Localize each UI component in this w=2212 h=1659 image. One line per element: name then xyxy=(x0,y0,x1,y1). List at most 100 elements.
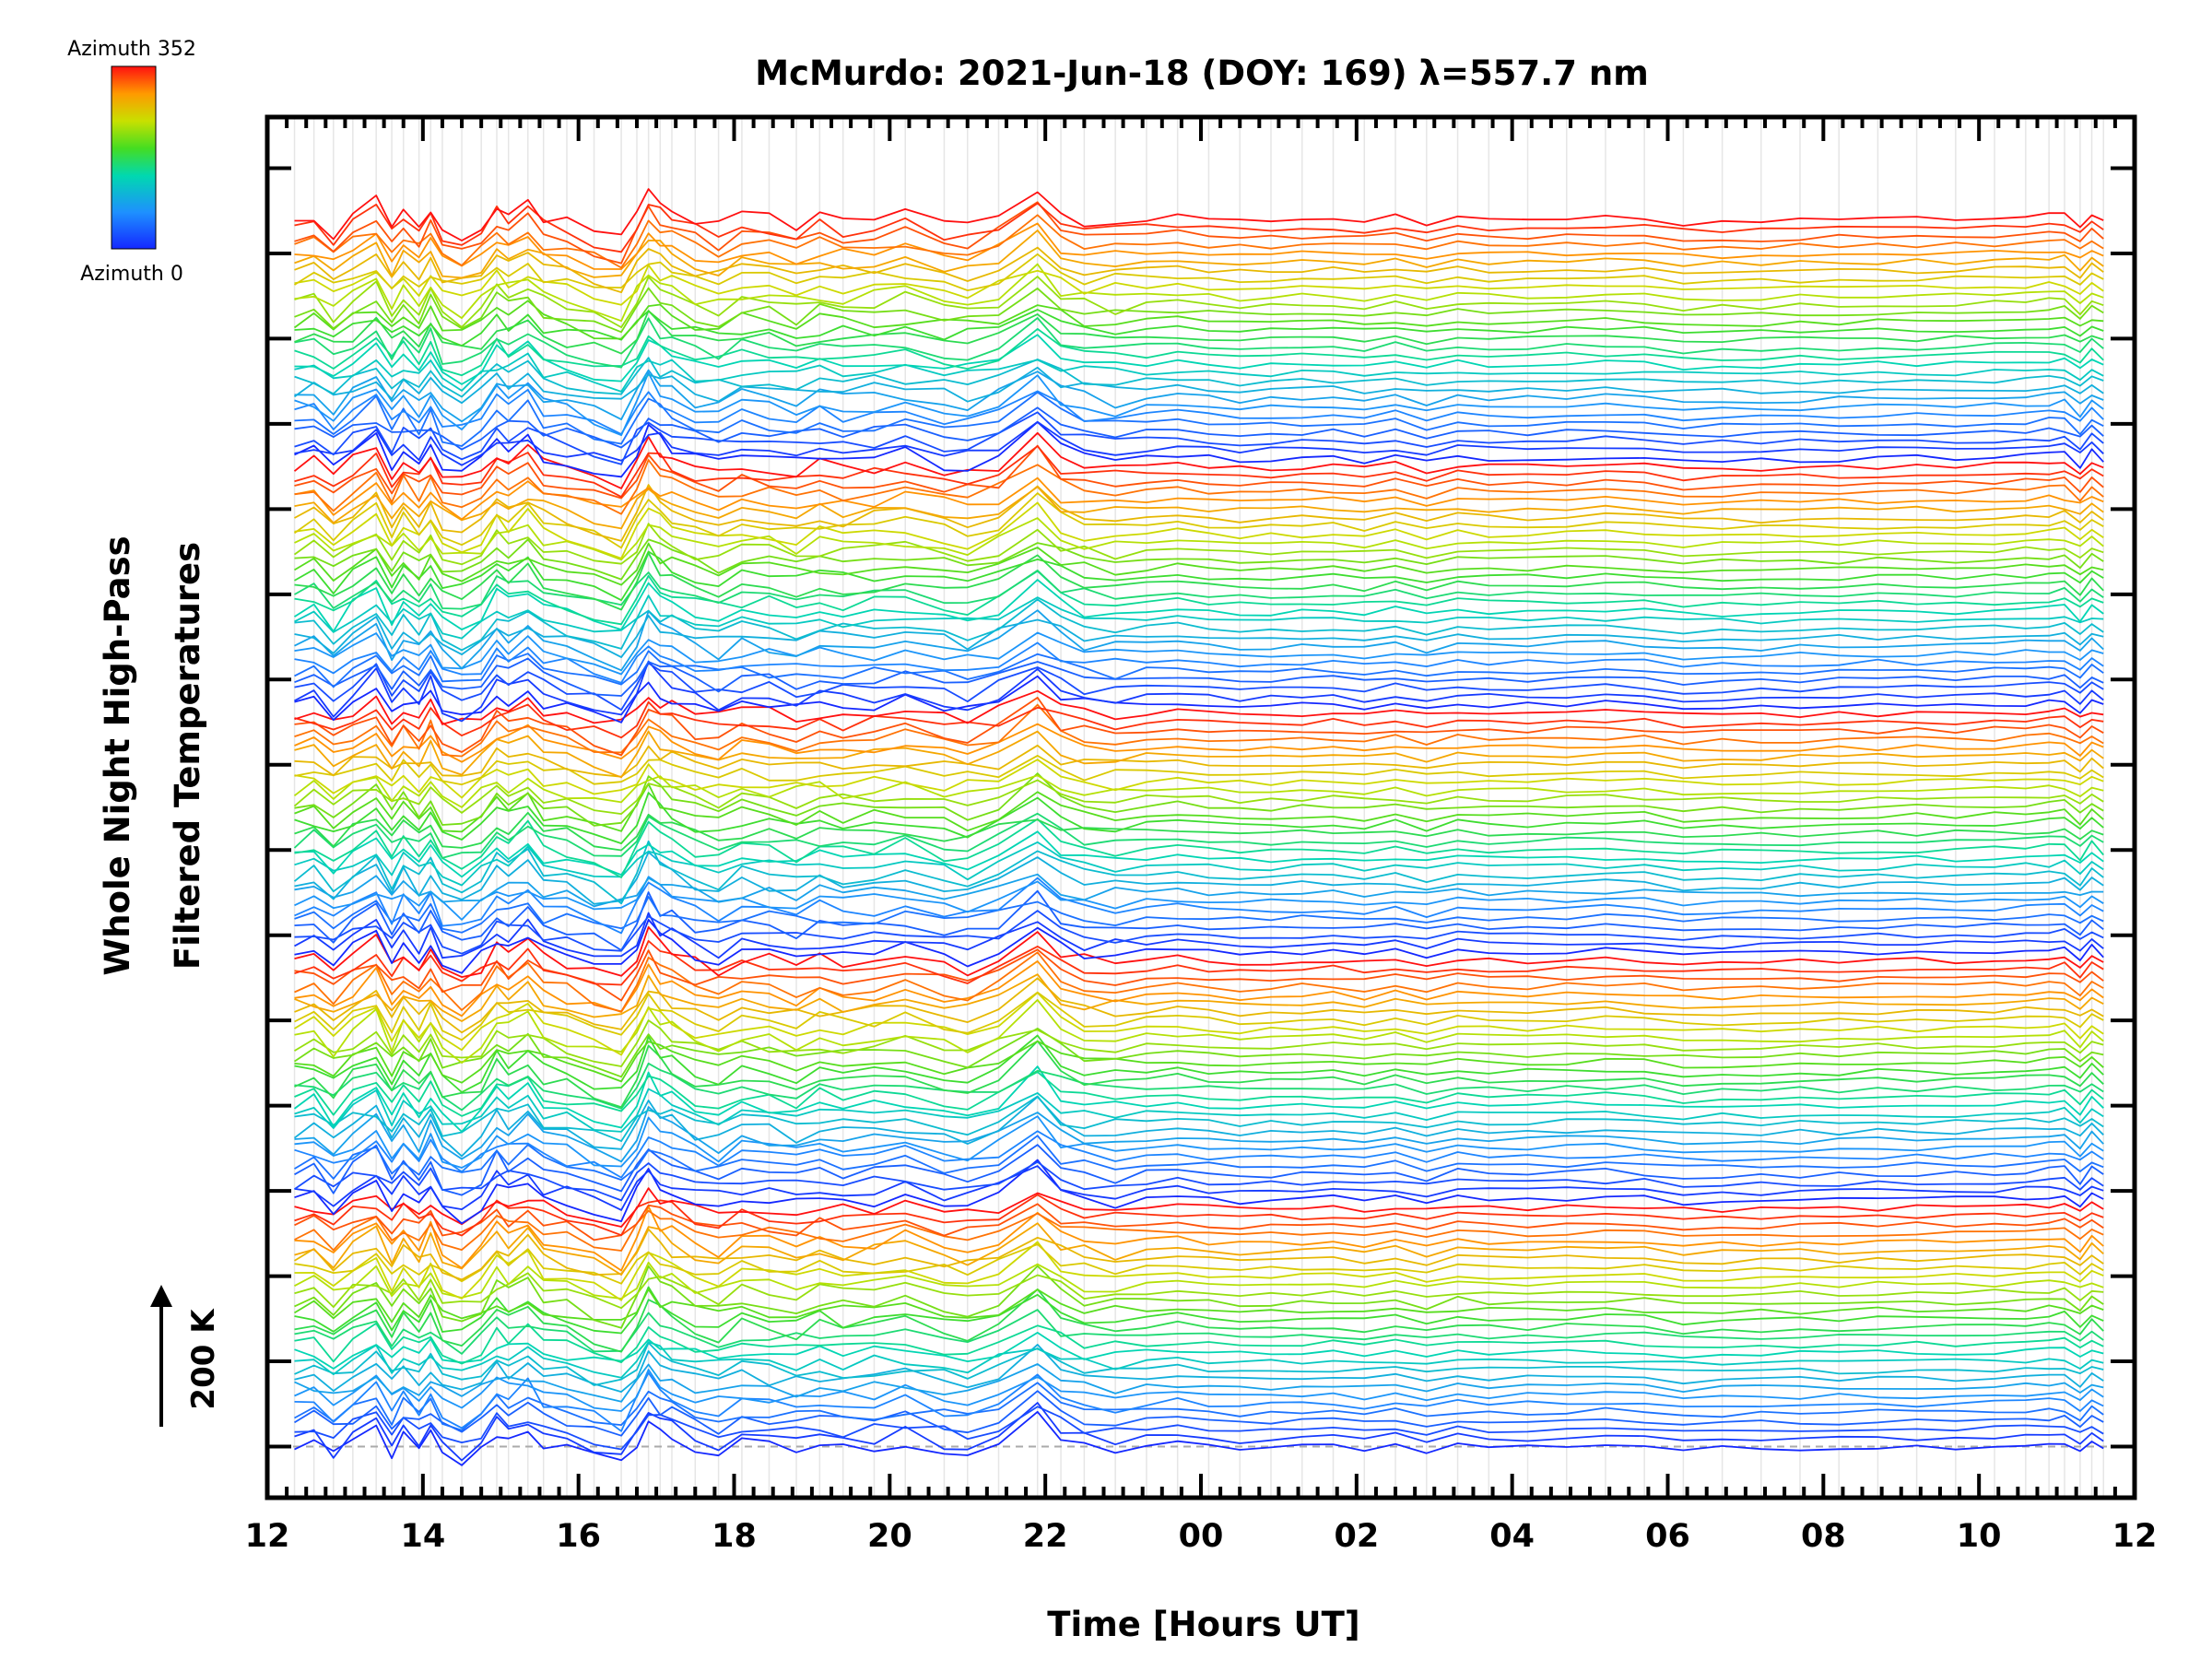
x-axis-label: Time [Hours UT] xyxy=(1047,1605,1359,1644)
azimuth-trace xyxy=(294,1194,2104,1237)
azimuth-trace xyxy=(294,1309,2104,1355)
azimuth-trace xyxy=(293,1028,2104,1078)
azimuth-trace xyxy=(294,445,2104,498)
colorbar-gradient xyxy=(111,65,157,250)
azimuth-trace xyxy=(294,420,2104,478)
azimuth-trace xyxy=(294,926,2104,978)
azimuth-trace xyxy=(294,811,2104,852)
azimuth-trace xyxy=(294,214,2104,269)
colorbar: Azimuth 352 Azimuth 0 xyxy=(67,38,196,286)
azimuth-trace xyxy=(294,263,2104,323)
x-tick-label: 04 xyxy=(1489,1518,1535,1555)
azimuth-trace xyxy=(294,1332,2104,1370)
x-tick-label: 00 xyxy=(1179,1518,1224,1555)
azimuth-trace xyxy=(294,1272,2104,1310)
azimuth-trace xyxy=(294,352,2104,393)
azimuth-trace xyxy=(294,579,2104,633)
azimuth-trace xyxy=(294,977,2104,1034)
azimuth-trace xyxy=(293,431,2104,489)
azimuth-trace xyxy=(293,366,2104,405)
azimuth-trace xyxy=(294,598,2104,652)
azimuth-trace xyxy=(294,973,2104,1022)
azimuth-trace xyxy=(294,1390,2104,1437)
azimuth-trace xyxy=(294,570,2104,610)
azimuth-trace xyxy=(294,420,2104,466)
azimuth-trace xyxy=(293,812,2104,859)
azimuth-trace xyxy=(294,759,2104,799)
azimuth-trace xyxy=(294,948,2104,1002)
x-tick-label: 16 xyxy=(556,1518,601,1555)
azimuth-trace xyxy=(294,703,2104,758)
azimuth-trace xyxy=(294,1203,2104,1241)
azimuth-trace xyxy=(293,1065,2104,1133)
azimuth-trace xyxy=(294,912,2104,959)
azimuth-trace xyxy=(294,675,2104,724)
azimuth-trace xyxy=(294,689,2104,725)
scale-bar-label: 200 K xyxy=(185,1308,222,1410)
azimuth-trace xyxy=(294,951,2104,1013)
azimuth-trace xyxy=(294,1371,2104,1432)
azimuth-trace xyxy=(294,792,2104,844)
azimuth-trace xyxy=(294,940,2104,986)
azimuth-trace xyxy=(294,1241,2104,1301)
azimuth-trace xyxy=(294,477,2104,521)
azimuth-trace xyxy=(294,406,2104,451)
azimuth-trace xyxy=(294,594,2104,640)
azimuth-trace xyxy=(294,1222,2104,1276)
x-tick-label: 12 xyxy=(245,1518,290,1555)
azimuth-trace xyxy=(294,772,2104,827)
azimuth-trace xyxy=(294,542,2104,586)
azimuth-trace xyxy=(294,1040,2104,1084)
azimuth-trace xyxy=(294,1159,2104,1225)
azimuth-trace xyxy=(294,910,2104,955)
azimuth-trace xyxy=(294,1261,2104,1300)
azimuth-trace xyxy=(294,310,2104,355)
x-tick-label: 08 xyxy=(1801,1518,1846,1555)
azimuth-trace xyxy=(294,1344,2104,1393)
azimuth-trace xyxy=(294,919,2104,974)
azimuth-trace xyxy=(294,999,2104,1064)
azimuth-trace xyxy=(294,960,2104,1018)
azimuth-trace xyxy=(293,774,2104,808)
azimuth-trace xyxy=(294,697,2104,757)
x-tick-label: 02 xyxy=(1334,1518,1379,1555)
x-tick-label: 12 xyxy=(2112,1518,2158,1555)
azimuth-trace xyxy=(294,1062,2104,1112)
azimuth-trace xyxy=(294,830,2104,878)
azimuth-trace xyxy=(294,1322,2104,1365)
azimuth-trace xyxy=(294,334,2104,385)
azimuth-trace xyxy=(294,202,2104,253)
azimuth-trace xyxy=(294,650,2104,688)
azimuth-trace xyxy=(294,877,2104,935)
colorbar-bottom-label: Azimuth 0 xyxy=(80,263,183,286)
x-tick-label: 20 xyxy=(867,1518,912,1555)
azimuth-trace xyxy=(294,287,2104,334)
azimuth-trace xyxy=(294,309,2104,347)
azimuth-trace xyxy=(293,1096,2104,1158)
azimuth-trace xyxy=(294,1095,2104,1142)
azimuth-trace xyxy=(294,570,2104,626)
azimuth-trace xyxy=(294,444,2104,500)
azimuth-trace xyxy=(294,551,2104,611)
azimuth-trace xyxy=(294,730,2104,779)
plot-area: 12 14 16 18 20 22 00 02 04 06 08 10 12 xyxy=(245,114,2158,1555)
azimuth-trace xyxy=(294,327,2104,377)
azimuth-trace xyxy=(294,818,2104,878)
azimuth-trace xyxy=(294,188,2104,241)
azimuth-trace xyxy=(294,1209,2104,1252)
x-tick-label: 22 xyxy=(1023,1518,1068,1555)
y-axis-ticks xyxy=(267,166,2135,1449)
azimuth-trace xyxy=(294,1206,2104,1272)
azimuth-trace xyxy=(294,641,2104,684)
azimuth-trace xyxy=(294,657,2104,697)
azimuth-trace xyxy=(294,1342,2104,1386)
azimuth-trace xyxy=(294,1288,2104,1324)
azimuth-trace xyxy=(294,229,2104,279)
azimuth-trace xyxy=(294,391,2104,447)
azimuth-trace xyxy=(294,369,2104,423)
azimuth-trace xyxy=(294,755,2104,786)
azimuth-trace xyxy=(294,1115,2104,1169)
colorbar-top-label: Azimuth 352 xyxy=(67,38,196,61)
azimuth-trace xyxy=(294,1406,2104,1451)
